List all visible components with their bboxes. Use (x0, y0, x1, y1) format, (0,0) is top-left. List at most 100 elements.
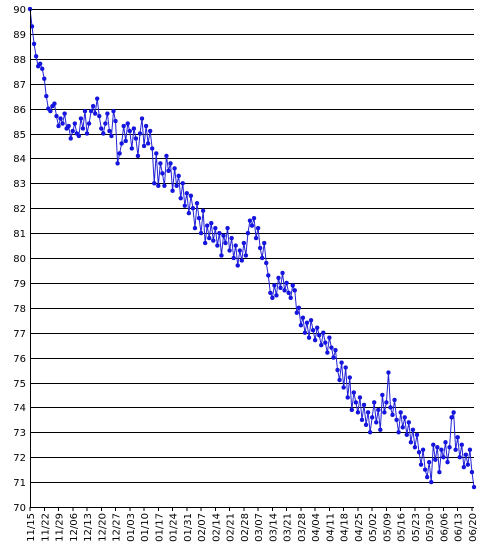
data-point (229, 235, 234, 241)
data-point (54, 113, 59, 119)
data-point (333, 347, 338, 353)
x-tick-label: 02/21 (226, 513, 237, 542)
x-tick-label: 06/13 (454, 513, 465, 542)
data-point (306, 335, 312, 340)
y-tick-label: 86 (13, 105, 26, 116)
data-point (247, 218, 253, 223)
x-tick-label: 05/16 (397, 513, 408, 542)
data-point (233, 243, 238, 248)
data-point (363, 422, 369, 428)
data-point (86, 121, 92, 126)
data-point (99, 126, 104, 131)
data-point (317, 332, 322, 338)
data-point (406, 420, 412, 425)
data-point (449, 415, 454, 420)
data-point (115, 161, 120, 166)
data-point (308, 318, 314, 323)
data-point (304, 320, 310, 325)
data-point (278, 285, 283, 291)
data-point (353, 400, 359, 405)
data-point (135, 153, 141, 159)
data-point (402, 415, 407, 420)
data-point (90, 103, 96, 109)
x-tick-label: 11/15 (26, 513, 37, 542)
data-point (156, 183, 161, 188)
data-point (251, 215, 257, 221)
data-point (280, 270, 285, 276)
data-point (272, 283, 277, 288)
data-point (431, 442, 436, 447)
data-point (255, 225, 261, 231)
data-point (42, 76, 47, 81)
data-point (359, 417, 365, 423)
data-point (323, 340, 328, 345)
data-point (221, 233, 226, 238)
data-point (386, 370, 391, 375)
data-point (48, 108, 53, 114)
data-point (213, 225, 218, 231)
data-point (72, 121, 78, 126)
data-point (467, 447, 473, 452)
data-point (404, 432, 409, 437)
data-point (453, 447, 458, 452)
data-point (400, 425, 405, 430)
data-point (109, 133, 114, 139)
x-tick-label: 03/14 (268, 513, 279, 542)
data-point (292, 288, 297, 293)
data-point (253, 235, 259, 241)
data-point (262, 240, 267, 246)
data-point (433, 457, 438, 462)
data-point (463, 452, 469, 457)
data-point (257, 245, 263, 251)
data-point (414, 432, 420, 437)
data-point (380, 392, 385, 398)
data-point (429, 479, 434, 485)
data-point (471, 484, 477, 490)
data-point (357, 395, 363, 400)
data-point (162, 183, 167, 188)
data-point (58, 116, 63, 121)
gridlines (30, 9, 474, 508)
y-tick-label: 74 (13, 403, 26, 414)
data-point (459, 442, 464, 447)
y-tick-label: 83 (13, 179, 26, 190)
data-point (166, 168, 171, 174)
data-point (101, 131, 106, 136)
data-point (296, 305, 302, 310)
data-point (343, 365, 348, 370)
data-point (127, 128, 133, 134)
data-point (139, 116, 145, 121)
y-tick-label: 73 (13, 428, 26, 439)
data-point (455, 435, 460, 440)
data-point (310, 328, 316, 333)
data-point (465, 462, 471, 467)
data-point (347, 375, 352, 380)
data-point (168, 161, 173, 166)
data-point (376, 407, 381, 413)
data-point (52, 101, 57, 106)
data-point (264, 260, 269, 266)
data-point (123, 138, 128, 144)
x-tick-label: 04/04 (311, 513, 322, 542)
data-point (137, 131, 143, 136)
data-point (82, 108, 88, 114)
data-point (398, 410, 403, 415)
data-point (288, 295, 293, 301)
data-point (198, 230, 204, 236)
data-point (66, 123, 71, 129)
data-point (133, 136, 139, 141)
data-point (186, 210, 192, 216)
data-point (76, 133, 82, 139)
data-point (200, 208, 206, 213)
y-tick-label: 75 (13, 379, 26, 390)
series-group (27, 6, 477, 490)
data-point (84, 131, 90, 136)
data-point (369, 415, 375, 420)
x-tick-label: 05/23 (411, 513, 422, 542)
data-point (44, 93, 49, 99)
x-tick-label: 02/28 (240, 513, 251, 542)
data-point (424, 474, 430, 480)
data-point (31, 41, 37, 47)
data-point (88, 108, 94, 114)
